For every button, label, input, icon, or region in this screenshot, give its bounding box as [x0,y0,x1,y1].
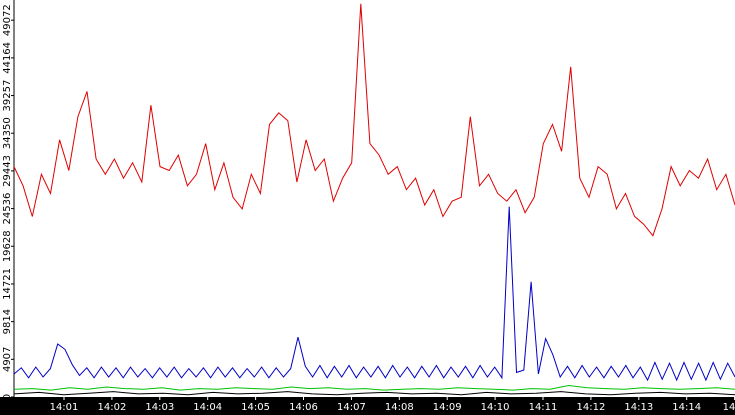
x-tick-label: 14:10 [481,402,510,413]
y-tick-label: 29443 [2,155,13,187]
x-tick-label: 14:04 [193,402,222,413]
y-tick-label: 14721 [2,268,13,300]
x-tick-label: 14:06 [289,402,318,413]
y-tick-label: 24536 [2,193,13,225]
x-tick-label: 14 [723,402,735,413]
x-tick-label: 14:07 [337,402,366,413]
series-line [13,3,735,237]
y-tick-label: 49072 [2,4,13,36]
x-tick-label: 14:03 [145,402,174,413]
y-tick-label: 34350 [2,117,13,149]
x-tick-label: 14:09 [433,402,462,413]
y-tick-label: 0 [2,394,13,400]
x-tick-label: 14:13 [624,402,653,413]
y-tick-label: 19628 [2,230,13,262]
x-tick-label: 14:01 [50,402,79,413]
x-tick-label: 14:08 [385,402,414,413]
y-tick-label: 44164 [2,42,13,74]
x-tick-label: 14:11 [529,402,558,413]
x-axis-strip [0,397,735,415]
y-tick-label: 9814 [2,309,13,334]
x-tick-label: 14:05 [241,402,270,413]
y-tick-label: 4907 [2,347,13,372]
x-tick-label: 14:12 [576,402,605,413]
x-tick-label: 14:02 [97,402,126,413]
x-tick-label: 14:14 [672,402,701,413]
y-tick-label: 39257 [2,80,13,112]
series-line [13,391,735,396]
series-line [13,206,735,382]
series-line [13,384,735,391]
